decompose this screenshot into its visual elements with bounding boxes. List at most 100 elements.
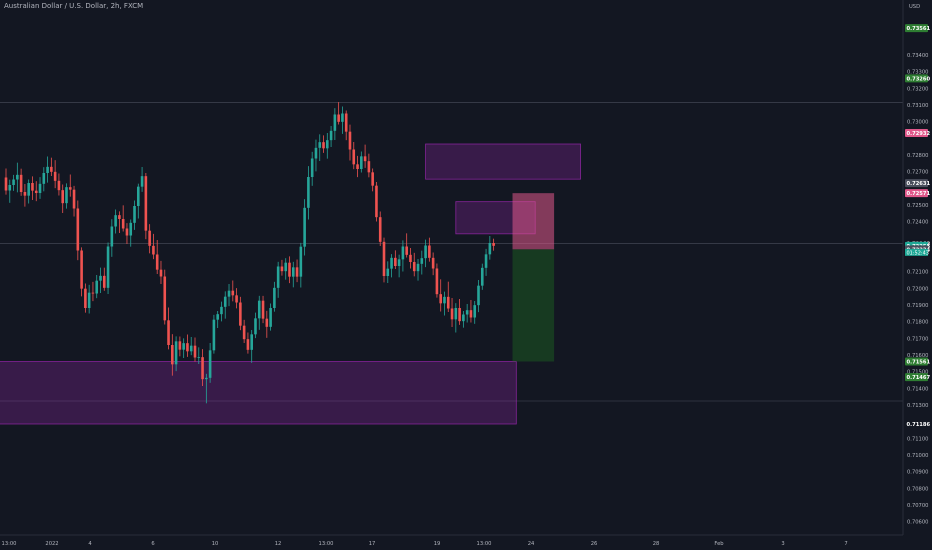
price-badge [905,189,928,198]
candle-body [416,263,420,272]
candle-body [480,267,484,286]
candle-body [314,147,318,159]
price-badge [905,179,928,188]
candle-body [280,266,284,272]
candle-body [227,290,231,297]
candle-body [144,176,148,231]
price-tick-label: 0.71500 [907,370,928,376]
price-badge-label: 0.72932 [907,131,931,137]
time-tick-label: Feb [714,541,724,547]
price-badge [905,420,928,428]
candle-body [257,300,261,319]
price-tick-label: 0.70800 [907,486,928,492]
candle-body [68,187,72,190]
candle-body [405,246,408,255]
candle-body [318,142,322,148]
candle-body [208,350,212,378]
candle-body [390,257,393,269]
candle-body [333,114,337,131]
price-badge [905,357,928,366]
price-badge-label: 0.71561 [907,360,931,366]
candle-body [106,246,110,288]
time-tick-label: 26 [591,541,598,547]
candle-body [401,246,405,260]
candle-body [178,341,182,350]
price-tick-label: 0.71600 [907,353,928,359]
candle-body [284,262,288,272]
position-target-zone [512,249,555,362]
candle-body [167,320,170,345]
candle-body [431,257,435,269]
candle-body [299,246,303,277]
price-badge [905,129,928,137]
candle-body [348,131,352,150]
candle-body [341,113,344,122]
candle-body [171,345,174,365]
price-tick-label: 0.71400 [907,386,928,392]
price-tick-label: 0.72700 [907,170,928,176]
price-badge [905,24,928,33]
candle-body [412,262,416,272]
candle-body [488,243,492,255]
candle-body [125,228,129,236]
candle-body [288,262,291,277]
candle-body [469,310,473,318]
candle-body [46,166,49,173]
price-tick-label: 0.72500 [907,203,928,209]
candle-body [186,343,189,352]
supply-demand-zone [0,361,517,425]
candle-body [163,276,167,321]
candle-body [273,287,276,308]
candle-body [337,114,340,122]
candle-body [420,258,424,264]
candle-body [121,219,125,229]
candle-body [152,245,155,255]
time-tick-label: 4 [88,541,92,547]
symbol-title: Australian Dollar / U.S. Dollar, 2h, FXC… [4,2,144,10]
candle-body [205,377,208,380]
price-badge-label: 0.71467 [907,375,931,381]
candle-body [235,295,238,303]
candle-body [12,179,15,185]
time-tick-label: 19 [434,541,441,547]
price-tick-label: 0.72000 [907,286,928,292]
candle-body [276,266,280,288]
price-tick-label: 0.71800 [907,320,928,326]
candle-body [84,288,87,308]
candle-body [367,161,371,173]
candle-body [38,183,42,193]
price-badge-label: 0.72631 [907,181,931,187]
candle-body [458,308,461,322]
candle-body [242,325,246,340]
candle-body [246,339,250,350]
candle-body [155,254,159,270]
candle-body [462,314,465,322]
time-tick-label: 28 [653,541,660,547]
time-tick-label: 13:00 [477,541,492,547]
price-badge-label: 0.73561 [907,26,931,32]
price-badge [905,373,928,382]
candle-body [378,217,382,242]
candle-body [174,341,178,365]
candle-body [446,296,450,309]
supply-demand-zone [425,143,581,180]
candle-body [363,156,367,162]
candle-body [95,280,99,294]
candle-body [382,241,386,276]
candle-body [428,245,431,258]
candle-body [91,292,95,294]
candle-body [307,177,310,208]
price-tick-label: 0.71300 [907,403,928,409]
time-tick-label: 7 [844,541,847,547]
candle-body [34,190,38,193]
candle-body [223,296,227,307]
candle-body [303,207,306,247]
price-tick-label: 0.73100 [907,103,928,109]
candle-body [118,215,121,219]
candle-body [435,268,439,295]
price-tick-label: 0.70600 [907,520,928,526]
candle-body [133,206,136,223]
price-tick-label: 0.71700 [907,336,928,342]
